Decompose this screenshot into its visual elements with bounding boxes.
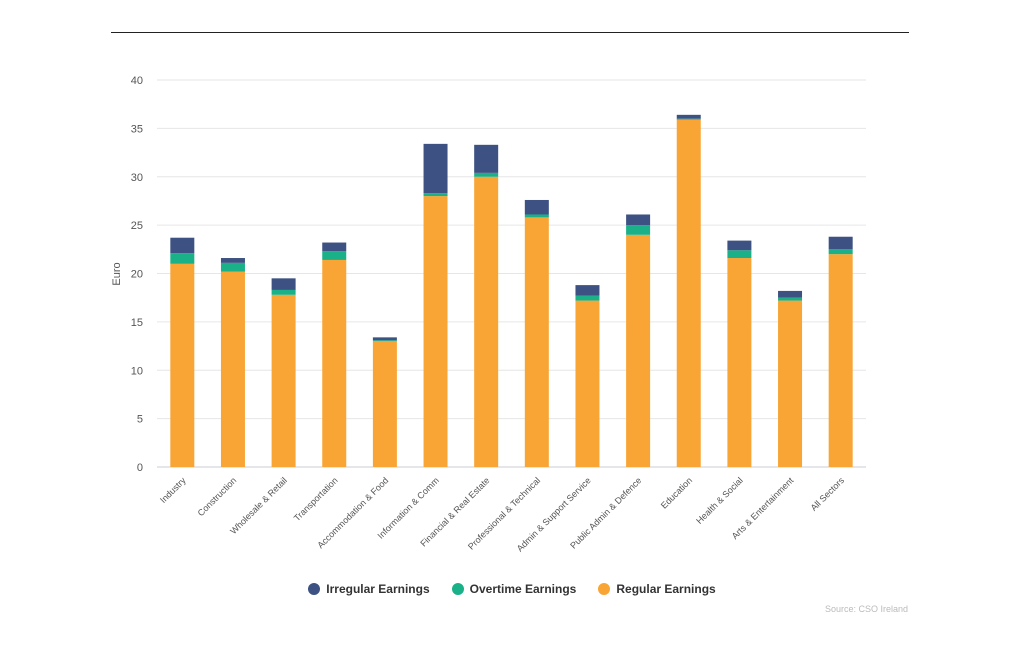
bar-segment-regular-earnings[interactable]: [322, 259, 347, 467]
bar-segment-irregular-earnings[interactable]: [372, 337, 397, 341]
legend-item[interactable]: Regular Earnings: [598, 582, 716, 596]
bar-segment-regular-earnings[interactable]: [372, 341, 397, 467]
bar-segment-overtime-earnings[interactable]: [474, 172, 499, 177]
bar-segment-irregular-earnings[interactable]: [727, 240, 752, 251]
legend-label: Irregular Earnings: [326, 582, 430, 596]
legend: Irregular Earnings Overtime Earnings Regul…: [0, 582, 1024, 596]
legend-label: Overtime Earnings: [469, 582, 577, 596]
bar-segment-overtime-earnings[interactable]: [220, 262, 245, 272]
x-tick-label: Construction: [196, 475, 239, 518]
bar-segment-irregular-earnings[interactable]: [524, 199, 549, 215]
bar-segment-regular-earnings[interactable]: [626, 234, 651, 467]
bar-segment-regular-earnings[interactable]: [575, 300, 600, 467]
bar-segment-irregular-earnings[interactable]: [474, 144, 499, 173]
y-tick-label: 25: [131, 220, 143, 232]
bar-segment-overtime-earnings[interactable]: [271, 289, 296, 295]
bar-segment-irregular-earnings[interactable]: [778, 290, 803, 298]
x-tick-label: Wholesale & Retail: [228, 475, 289, 536]
gridlines: [157, 79, 866, 468]
bar-segment-irregular-earnings[interactable]: [322, 242, 347, 252]
bar-segment-regular-earnings[interactable]: [220, 271, 245, 467]
bar-segment-regular-earnings[interactable]: [170, 263, 195, 467]
bar-segment-irregular-earnings[interactable]: [676, 114, 701, 119]
y-tick-label: 0: [137, 462, 143, 474]
bar-segment-overtime-earnings[interactable]: [322, 251, 347, 260]
bar-segment-overtime-earnings[interactable]: [372, 340, 397, 342]
y-tick-label: 30: [131, 172, 143, 184]
y-tick-label: 5: [137, 414, 143, 426]
bar-segment-regular-earnings[interactable]: [423, 196, 448, 467]
bar-segment-irregular-earnings[interactable]: [575, 285, 600, 296]
source-note: Source: CSO Ireland: [824, 604, 908, 614]
bar-segment-overtime-earnings[interactable]: [727, 250, 752, 259]
bar-segment-regular-earnings[interactable]: [676, 119, 701, 467]
bars: [170, 114, 853, 467]
legend-dot-icon: [598, 583, 611, 595]
y-tick-label: 15: [131, 317, 143, 329]
bar-segment-overtime-earnings[interactable]: [170, 253, 195, 264]
y-tick-labels: 0 5 10 15 20 25 30 35 40: [131, 75, 143, 474]
x-tick-label: Industry: [158, 475, 188, 505]
bar-segment-overtime-earnings[interactable]: [778, 297, 803, 301]
bar-segment-regular-earnings[interactable]: [778, 300, 803, 467]
stacked-bar-chart: 0 5 10 15 20 25 30 35 40 Industry ConstructionWho…: [111, 75, 866, 554]
legend-item[interactable]: Irregular Earnings: [308, 582, 430, 596]
bar-segment-overtime-earnings[interactable]: [626, 225, 651, 235]
bar-segment-irregular-earnings[interactable]: [626, 214, 651, 226]
bar-segment-irregular-earnings[interactable]: [220, 258, 245, 263]
legend-dot-icon: [451, 583, 464, 595]
bar-segment-irregular-earnings[interactable]: [423, 143, 448, 194]
legend-label: Regular Earnings: [616, 582, 716, 596]
x-tick-label: All Sectors: [809, 475, 847, 513]
bar-segment-overtime-earnings[interactable]: [423, 193, 448, 197]
y-tick-label: 10: [131, 365, 143, 377]
bar-segment-overtime-earnings[interactable]: [575, 295, 600, 301]
x-tick-label: Education: [659, 475, 694, 510]
bar-segment-overtime-earnings[interactable]: [828, 249, 853, 255]
y-tick-label: 35: [131, 123, 143, 135]
bar-segment-irregular-earnings[interactable]: [271, 278, 296, 290]
y-tick-label: 40: [131, 75, 143, 87]
bar-segment-regular-earnings[interactable]: [727, 258, 752, 467]
x-tick-label: Transportation: [292, 475, 340, 523]
bar-segment-regular-earnings[interactable]: [524, 217, 549, 467]
bar-segment-irregular-earnings[interactable]: [170, 237, 195, 254]
bar-segment-irregular-earnings[interactable]: [828, 236, 853, 250]
x-tick-label: Health & Social: [694, 475, 745, 526]
y-axis-title: Euro: [111, 262, 123, 285]
legend-item[interactable]: Overtime Earnings: [451, 582, 577, 596]
bar-segment-overtime-earnings[interactable]: [524, 214, 549, 218]
bar-segment-regular-earnings[interactable]: [828, 254, 853, 467]
bar-segment-regular-earnings[interactable]: [474, 176, 499, 467]
top-rule: [111, 32, 909, 33]
y-tick-label: 20: [131, 269, 143, 281]
bar-segment-regular-earnings[interactable]: [271, 294, 296, 467]
legend-dot-icon: [308, 583, 321, 595]
bar-segment-overtime-earnings[interactable]: [676, 118, 701, 120]
